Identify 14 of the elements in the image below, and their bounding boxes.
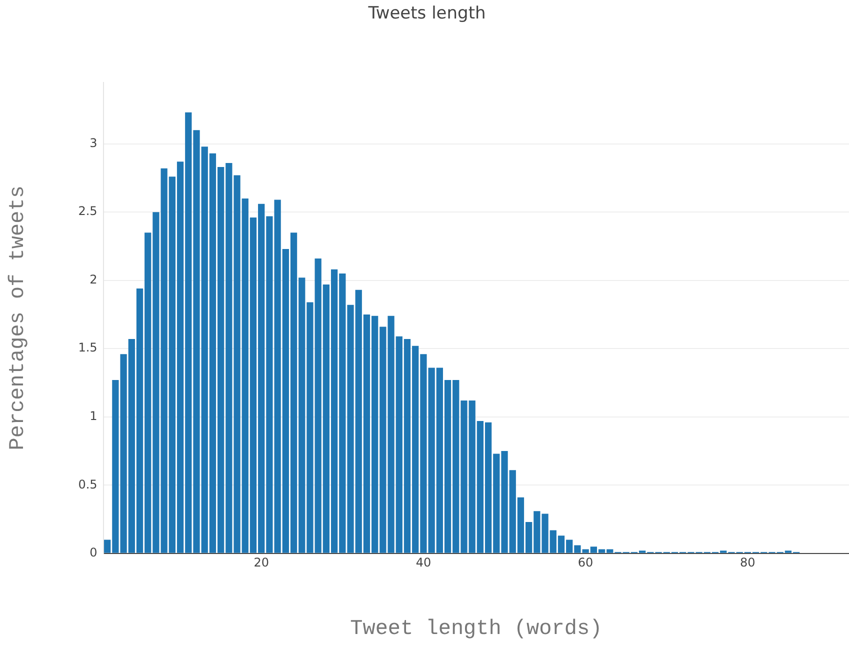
y-tick-label: 1.5	[78, 340, 98, 355]
y-tick-label: 1	[90, 409, 98, 424]
x-tick-label: 60	[578, 556, 594, 570]
chart-title: Tweets length	[367, 4, 486, 24]
y-tick-label: 0.5	[78, 477, 98, 492]
y-tick-label: 2.5	[78, 204, 98, 218]
y-tick-label: 2	[90, 272, 98, 286]
y-tick-label: 3	[90, 136, 98, 150]
x-tick-label: 80	[740, 556, 756, 570]
x-tick-label: 20	[254, 556, 269, 570]
x-tick-label: 40	[416, 556, 432, 570]
x-axis-title: Tweet length (words)	[350, 618, 602, 641]
y-tick-label: 0	[90, 546, 98, 560]
y-axis-title: Percentages of tweets	[7, 186, 30, 450]
